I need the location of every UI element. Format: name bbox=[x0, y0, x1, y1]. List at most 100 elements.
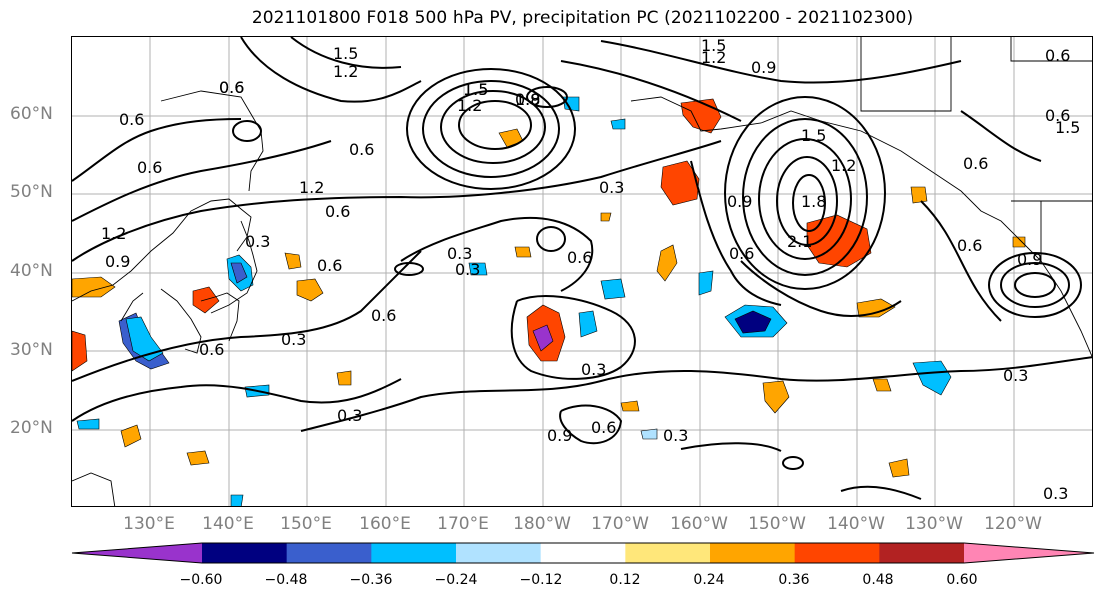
precip-blob bbox=[698, 270, 714, 296]
precip-blob bbox=[498, 128, 524, 148]
graticule bbox=[72, 37, 1092, 506]
precip-blob bbox=[72, 330, 88, 372]
colorbar bbox=[71, 542, 1095, 564]
contour-label: 0.6 bbox=[349, 140, 374, 159]
contour-label: 0.6 bbox=[325, 202, 350, 221]
contour-label: 0.6 bbox=[119, 110, 144, 129]
precip-blob bbox=[600, 212, 612, 222]
precip-blob bbox=[888, 458, 910, 478]
lat-label-40n: 40°N bbox=[10, 261, 53, 281]
lon-label-160w: 160°W bbox=[670, 514, 728, 534]
colorbar-tick: 0.60 bbox=[946, 572, 978, 588]
colorbar-cell bbox=[540, 543, 626, 563]
contour-label: 0.6 bbox=[729, 244, 754, 263]
colorbar-tick: −0.60 bbox=[179, 572, 223, 588]
lat-label-60n: 60°N bbox=[10, 104, 53, 124]
colorbar-cell bbox=[286, 543, 372, 563]
contour-label: 0.6 bbox=[219, 78, 244, 97]
contour-label: 0.6 bbox=[963, 154, 988, 173]
colorbar-outline bbox=[71, 542, 1095, 564]
contour-label: 0.9 bbox=[727, 192, 752, 211]
lon-label-150w: 150°W bbox=[748, 514, 806, 534]
map-panel: 1.5 1.2 0.6 1.5 1.2 0.9 1.5 0.6 0.6 0.6 … bbox=[71, 36, 1093, 507]
lon-label-140e: 140°E bbox=[202, 514, 254, 534]
contour-label: 0.6 bbox=[1045, 106, 1070, 125]
precip-blob bbox=[640, 428, 658, 440]
precip-blob bbox=[656, 244, 678, 282]
contour-label: 0.3 bbox=[447, 244, 472, 263]
contour-label: 0.9 bbox=[105, 252, 130, 271]
contour-labels: 1.5 1.2 0.6 1.5 1.2 0.9 1.5 0.6 0.6 0.6 … bbox=[101, 37, 1080, 503]
colorbar-tick: 0.48 bbox=[862, 572, 894, 588]
contour-label: 0.3 bbox=[1043, 484, 1068, 503]
precip-blob bbox=[910, 186, 928, 204]
precip-blob bbox=[230, 262, 248, 284]
precip-blob bbox=[296, 278, 324, 302]
lon-label-130e: 130°E bbox=[123, 514, 175, 534]
contour-label: 0.6 bbox=[137, 158, 162, 177]
coastlines bbox=[72, 37, 1092, 506]
contour-label: 0.6 bbox=[317, 256, 342, 275]
precip-blob bbox=[660, 160, 700, 206]
colorbar-extend-min bbox=[72, 543, 202, 563]
contour-label: 1.5 bbox=[463, 80, 488, 99]
colorbar-cell bbox=[879, 543, 965, 563]
lon-label-180w: 180°W bbox=[513, 514, 571, 534]
lon-label-170w: 170°W bbox=[591, 514, 649, 534]
lat-label-50n: 50°N bbox=[10, 182, 53, 202]
contour-label: 2.1 bbox=[787, 232, 812, 251]
colorbar-cell bbox=[710, 543, 796, 563]
contour-label: 0.9 bbox=[1017, 250, 1042, 269]
contour-label: 0.3 bbox=[245, 232, 270, 251]
contour-label: 0.6 bbox=[199, 340, 224, 359]
precip-blob bbox=[620, 400, 640, 412]
colorbar-cell bbox=[371, 543, 457, 563]
precip-blob bbox=[680, 98, 722, 134]
contour-label: 1.8 bbox=[801, 192, 826, 211]
map-svg: 1.5 1.2 0.6 1.5 1.2 0.9 1.5 0.6 0.6 0.6 … bbox=[72, 37, 1092, 506]
precip-blob bbox=[468, 262, 488, 276]
contour-label: 0.6 bbox=[957, 236, 982, 255]
contour-label: 0.6 bbox=[567, 248, 592, 267]
contour-label: 0.3 bbox=[337, 406, 362, 425]
lon-label-120w: 120°W bbox=[984, 514, 1042, 534]
contour-label: 0.9 bbox=[547, 426, 572, 445]
contour-label: 0.6 bbox=[371, 306, 396, 325]
precip-blob bbox=[610, 118, 626, 130]
precip-blob bbox=[578, 310, 598, 338]
colorbar-tick: −0.12 bbox=[519, 572, 563, 588]
colorbar-tick: −0.24 bbox=[434, 572, 478, 588]
contour-label: 1.8 bbox=[515, 90, 540, 109]
lat-label-30n: 30°N bbox=[10, 340, 53, 360]
contour-label: 0.6 bbox=[1045, 46, 1070, 65]
contour-label: 1.2 bbox=[457, 96, 482, 115]
contour-label: 1.2 bbox=[333, 62, 358, 81]
precip-blob bbox=[532, 324, 554, 352]
colorbar-cell bbox=[202, 543, 288, 563]
contour-label: 0.6 bbox=[591, 418, 616, 437]
colorbar-tick: 0.36 bbox=[778, 572, 810, 588]
lon-label-150e: 150°E bbox=[280, 514, 332, 534]
precip-blob bbox=[230, 494, 244, 506]
contour-label: 0.3 bbox=[281, 330, 306, 349]
contour-label: 1.5 bbox=[701, 37, 726, 55]
lon-label-160e: 160°E bbox=[359, 514, 411, 534]
lon-label-170e: 170°E bbox=[437, 514, 489, 534]
lon-label-140w: 140°W bbox=[827, 514, 885, 534]
precip-shading bbox=[72, 96, 1026, 506]
colorbar-cell bbox=[625, 543, 711, 563]
precip-blob bbox=[856, 298, 896, 318]
precip-blob bbox=[514, 246, 532, 258]
colorbar-tick: −0.48 bbox=[264, 572, 308, 588]
lat-label-20n: 20°N bbox=[10, 418, 53, 438]
precip-blob bbox=[734, 310, 772, 334]
contour-label: 1.5 bbox=[801, 126, 826, 145]
contour-label: 0.3 bbox=[1003, 366, 1028, 385]
map-title: 2021101800 F018 500 hPa PV, precipitatio… bbox=[251, 8, 914, 28]
precip-blob bbox=[336, 370, 352, 386]
contour-label: 0.3 bbox=[663, 426, 688, 445]
precip-blob bbox=[872, 378, 892, 392]
precip-blob bbox=[284, 252, 302, 270]
precip-blob bbox=[120, 424, 142, 448]
precip-blob bbox=[72, 276, 116, 298]
